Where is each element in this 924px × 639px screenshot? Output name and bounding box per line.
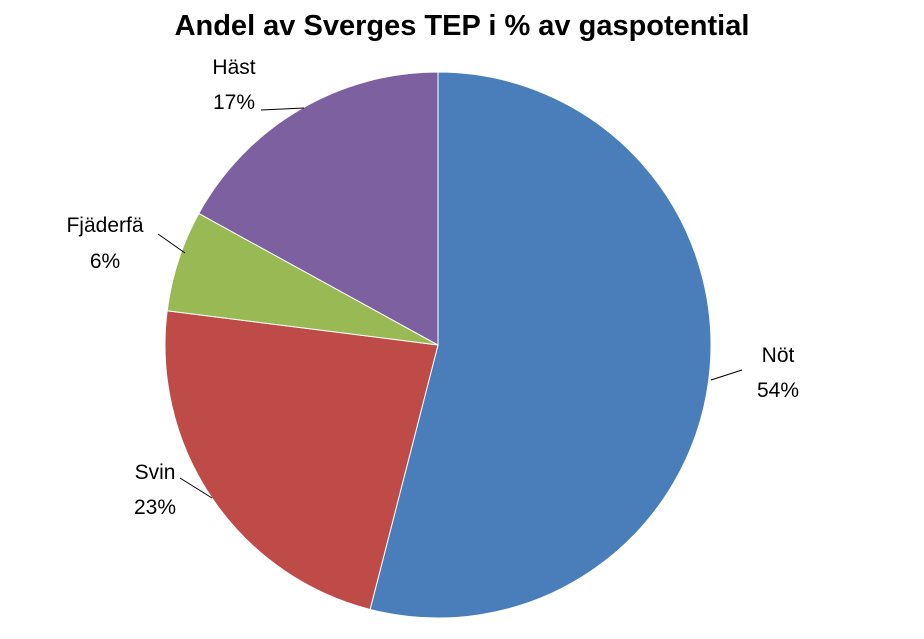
slice-category-label: Nöt bbox=[762, 344, 795, 367]
chart-title: Andel av Sverges TEP i % av gaspotential bbox=[174, 10, 750, 42]
slice-value-label: 6% bbox=[90, 250, 120, 273]
slice-value-label: 54% bbox=[757, 379, 799, 402]
pie-slices bbox=[164, 71, 712, 619]
pie-slice-svin bbox=[164, 310, 439, 611]
slice-category-label: Häst bbox=[212, 56, 255, 79]
leader-line-häst bbox=[260, 107, 305, 111]
slice-value-label: 23% bbox=[134, 496, 176, 519]
slice-value-label: 17% bbox=[213, 91, 255, 114]
pie-slice-nöt bbox=[369, 71, 712, 619]
slice-category-label: Svin bbox=[135, 461, 176, 484]
leader-lines bbox=[157, 107, 743, 499]
slice-category-label: Fjäderfä bbox=[66, 214, 143, 237]
leader-line-svin bbox=[179, 477, 213, 499]
leader-line-nöt bbox=[710, 369, 743, 381]
leader-line-fjäderfä bbox=[157, 233, 186, 254]
slice-labels: Nöt 54% Svin 23% Fjäderfä 6% Häst 17% bbox=[66, 56, 799, 519]
pie-slice-häst bbox=[198, 71, 439, 346]
